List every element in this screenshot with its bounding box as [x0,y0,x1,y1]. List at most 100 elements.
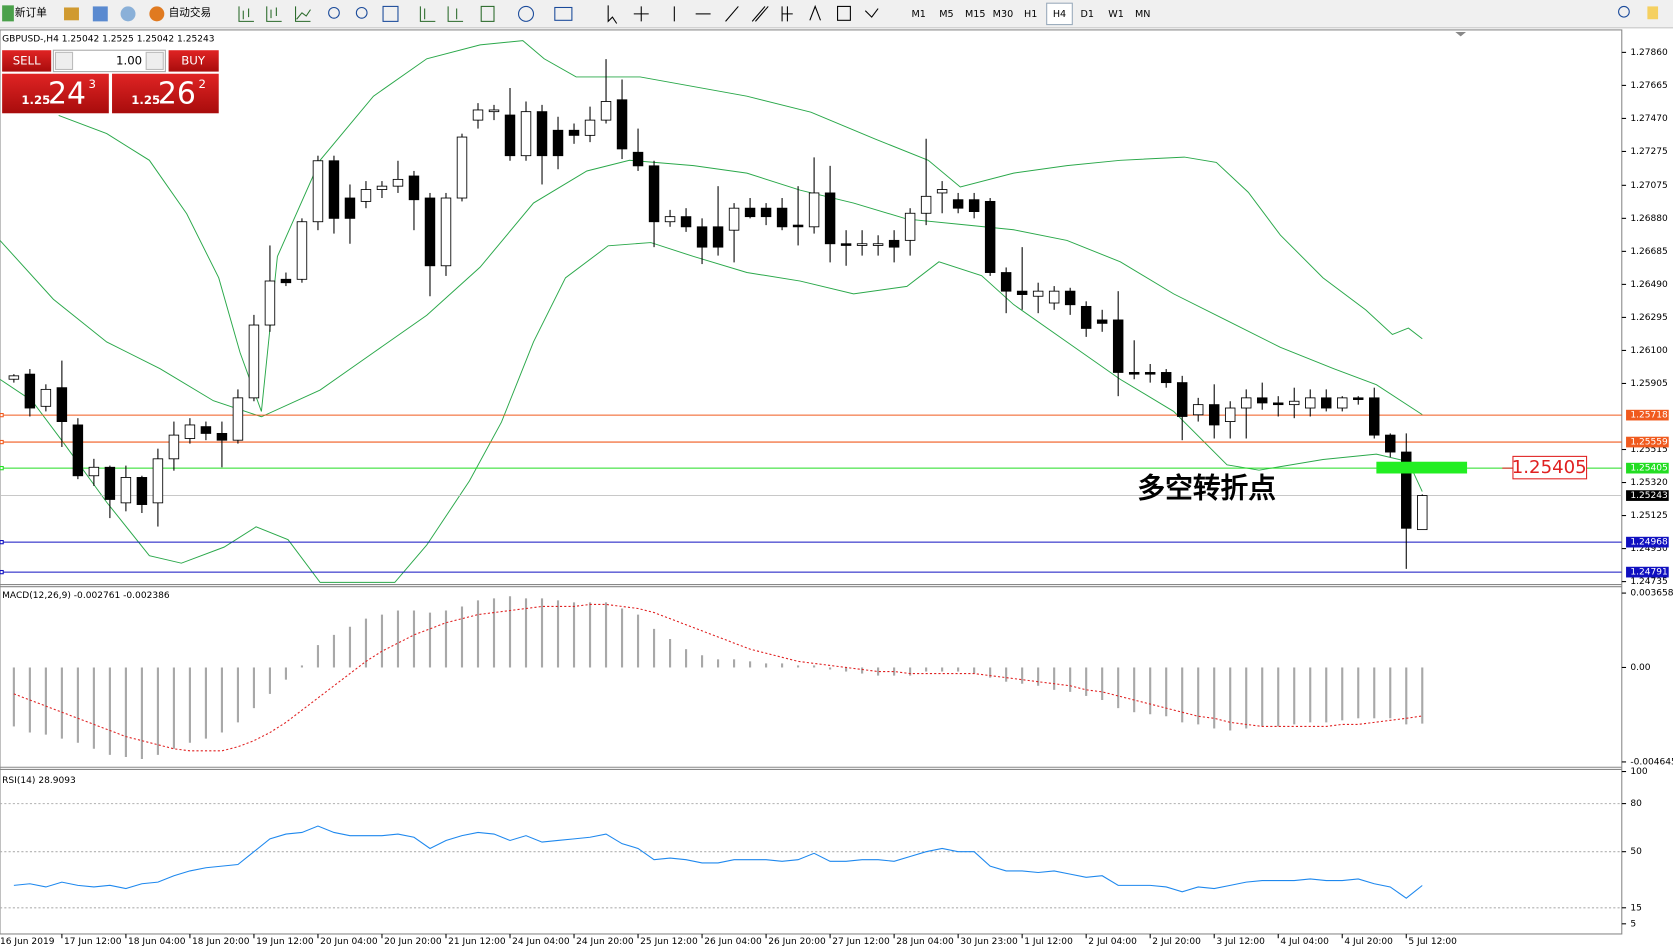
timeframe[interactable]: M1 [911,9,925,20]
lot-down[interactable] [54,51,74,70]
candle-body [664,216,676,223]
buy-button[interactable] [168,50,219,72]
x-tick-label: 5 Jul 12:00 [1408,937,1457,947]
one-click-trading: SELL 1.00 BUY 1.25 24 3 1.25 26 2 [2,49,219,114]
channel[interactable] [751,6,769,22]
candle-body [104,466,116,500]
candle-body [216,432,228,441]
candle-body [360,189,372,202]
sell-label[interactable]: SELL [13,53,41,67]
candle-body [584,119,596,136]
level-handle[interactable] [0,540,4,545]
level-handle[interactable] [0,439,4,445]
timeframe[interactable]: H4 [1053,9,1066,20]
annotation: 多空转折点 [1137,471,1276,504]
candle-body [1064,290,1076,306]
timeframe[interactable]: M15 [965,9,986,20]
candle-body [1305,397,1316,409]
timeframe[interactable]: H1 [1024,9,1037,20]
candle-body [1112,319,1124,373]
crosshair[interactable] [633,6,649,22]
toolbar: 新订单 自动交易 M [0,0,1673,29]
lot-box[interactable] [52,49,166,73]
chart-header: GBPUSD-,H4 1.25042 1.2525 1.25042 1.2524… [2,34,215,44]
candle-icon[interactable] [266,6,282,22]
candle-body [136,477,148,505]
candle-body [376,185,388,190]
y-tick-label: 15 [1630,903,1642,913]
y-tick-label: 1.24735 [1630,577,1667,587]
ask-fraction: 2 [198,77,205,91]
candle-body [1401,451,1412,529]
bar-chart-icon[interactable] [238,6,254,22]
new-order[interactable]: 新订单 [15,6,47,19]
level-label: 1.24791 [1630,568,1667,578]
x-tick-label: 2 Jul 20:00 [1152,937,1201,947]
lot[interactable]: 1.00 [116,53,142,67]
tile[interactable] [382,5,399,22]
macd-name: MACD(12,26,9) [2,591,71,601]
search[interactable] [1618,5,1630,18]
icon[interactable] [64,7,79,21]
x-tick-label: 20 Jun 20:00 [384,937,442,947]
candle-body [1000,272,1012,292]
macd-title: MACD(12,26,9) -0.002761 -0.002386 [2,591,170,601]
level-handle[interactable] [0,412,4,418]
candle-body [696,226,708,248]
label-tool[interactable] [837,5,851,21]
timeframe[interactable]: W1 [1108,9,1124,20]
level-handle[interactable] [0,569,4,575]
icon[interactable] [92,6,108,22]
level-label: 1.25559 [1630,438,1668,448]
shift-icon[interactable] [447,6,464,22]
candle-body [232,397,244,441]
y-tick-label: 80 [1630,799,1642,809]
icon[interactable] [120,6,136,22]
candle-body [600,101,612,121]
candle-body [1417,495,1428,531]
indicators[interactable] [480,5,495,22]
candle-body [408,175,420,201]
level-box [1626,536,1669,548]
line-icon[interactable] [295,6,311,22]
candle-body [152,458,164,504]
band-upper [58,40,1423,412]
level-handle[interactable] [0,465,4,471]
x-tick-label: 28 Jun 04:00 [896,937,954,947]
high: 1.2525 [102,34,134,44]
timeframe[interactable]: D1 [1080,9,1094,20]
toolbar-bg [0,0,1673,28]
low: 1.25042 [137,34,174,44]
bid-box[interactable] [2,73,109,114]
sell-button[interactable] [2,50,52,72]
buy-label[interactable]: BUY [181,53,206,67]
candle-body [1353,397,1364,400]
auto-trading[interactable]: 自动交易 [169,6,212,19]
scroll-icon[interactable] [419,6,436,22]
ask-box[interactable] [112,73,219,114]
cursor[interactable] [607,5,618,24]
candle-body [424,197,436,267]
zoom-in[interactable] [328,6,340,19]
templates[interactable] [554,6,573,21]
arrows[interactable] [864,8,879,18]
fibo[interactable] [781,6,793,22]
candle-body [744,207,756,218]
candle-body [1256,397,1268,404]
x-tick-label: 1 Jul 12:00 [1024,937,1073,947]
trendline[interactable] [725,6,739,22]
candle-body [888,239,900,248]
periods[interactable] [518,5,535,22]
menu-icon[interactable] [1647,6,1659,20]
timeframe[interactable]: M30 [993,9,1014,20]
zoom-out[interactable] [355,6,368,19]
text-tool[interactable] [809,4,821,21]
new-order-icon[interactable] [2,5,14,22]
timeframe[interactable]: M5 [939,9,953,20]
lot-up[interactable] [145,51,164,70]
current-price-box [1626,490,1669,501]
macd-main: -0.002761 [74,591,120,601]
timeframe[interactable]: MN [1135,9,1150,20]
candle-body [1369,397,1380,436]
auto-trading-icon[interactable] [149,6,165,22]
